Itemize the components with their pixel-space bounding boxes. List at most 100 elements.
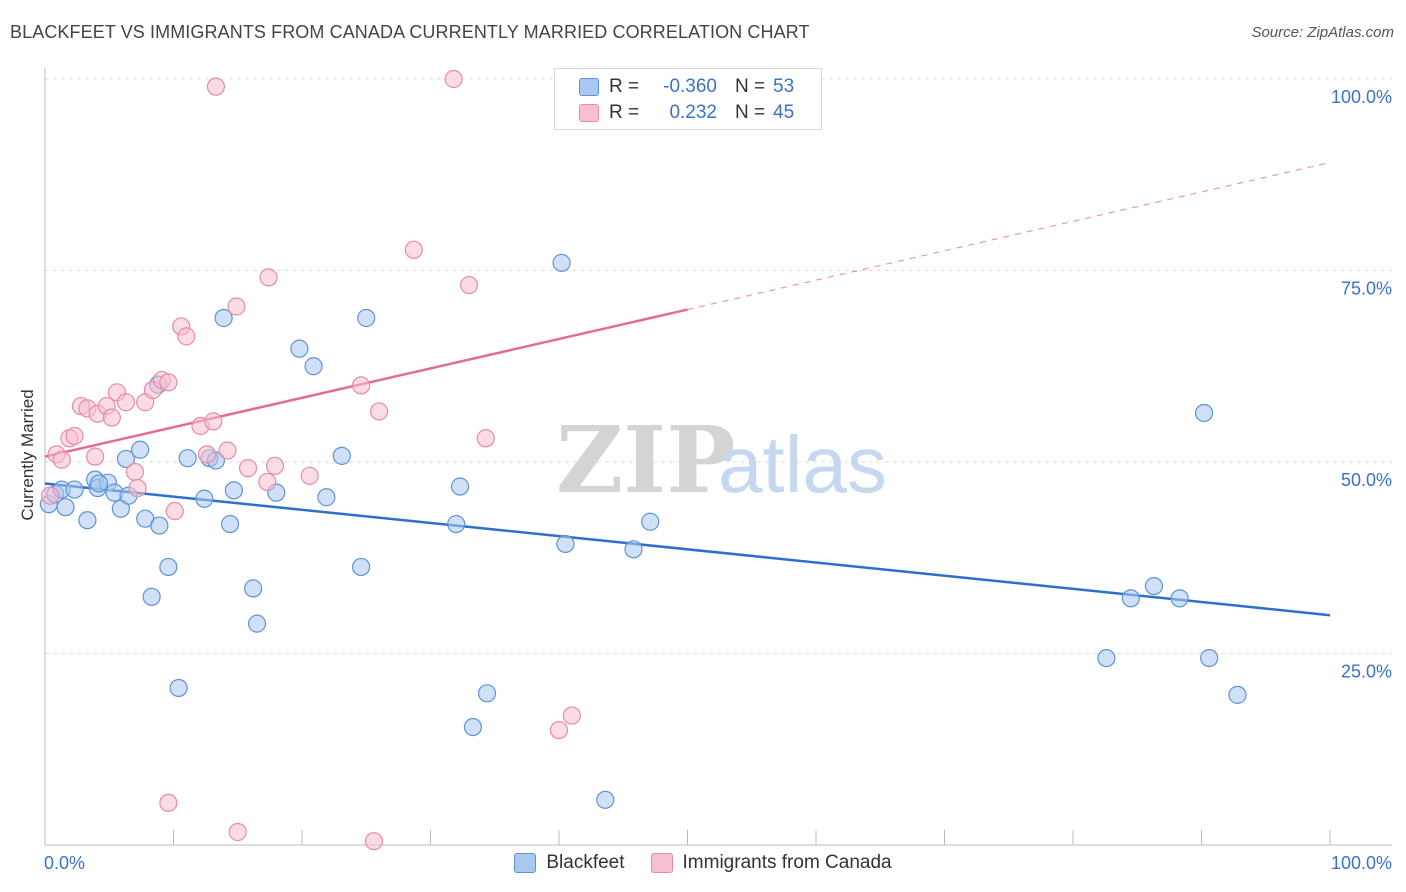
y-tick-label: 100.0% <box>1331 87 1392 107</box>
point-blackfeet <box>477 684 497 703</box>
r-label: R = <box>609 102 640 123</box>
point-blackfeet <box>1170 589 1189 608</box>
point-blackfeet <box>463 717 483 737</box>
blackfeet-swatch <box>579 78 599 96</box>
r-value: 0.232 <box>669 102 717 123</box>
series-legend: Blackfeet Immigrants from Canada <box>0 852 1406 874</box>
point-blackfeet <box>56 498 75 517</box>
tick-labels: 100.0% 75.0% 50.0% 25.0% 0.0% 100.0% <box>44 87 1392 873</box>
n-value: 45 <box>773 102 795 123</box>
n-label: N = <box>735 102 766 123</box>
r-value: -0.360 <box>663 76 717 97</box>
legend-label: Immigrants from Canada <box>682 852 892 873</box>
legend-item-blackfeet[interactable]: Blackfeet <box>514 852 625 874</box>
chart-title: BLACKFEET VS IMMIGRANTS FROM CANADA CURR… <box>10 22 810 42</box>
point-canada <box>562 706 581 725</box>
y-axis-label: Currently Married <box>18 389 37 521</box>
point-blackfeet <box>142 587 161 606</box>
point-canada <box>549 720 569 740</box>
point-canada <box>128 478 147 498</box>
point-canada <box>459 275 479 295</box>
point-blackfeet <box>130 440 150 459</box>
point-blackfeet <box>332 446 351 465</box>
n-label: N = <box>735 76 766 97</box>
watermark-zip: ZIP <box>556 406 735 514</box>
point-canada <box>444 69 463 89</box>
point-blackfeet <box>169 678 188 698</box>
canada-swatch <box>579 104 599 122</box>
data-points <box>39 69 1247 851</box>
point-blackfeet <box>220 514 240 534</box>
y-tick-label: 25.0% <box>1341 662 1392 682</box>
point-blackfeet <box>352 557 371 577</box>
point-blackfeet <box>159 557 178 577</box>
watermark: ZIP atlas <box>556 406 887 514</box>
point-canada <box>265 456 285 475</box>
point-canada <box>197 445 217 464</box>
point-blackfeet <box>317 488 336 507</box>
point-canada <box>125 462 145 482</box>
r-label: R = <box>609 76 640 97</box>
point-blackfeet <box>1144 576 1164 596</box>
point-canada <box>259 268 278 287</box>
y-tick-label: 75.0% <box>1341 279 1392 299</box>
x-tick-label: 0.0% <box>44 853 85 873</box>
point-canada <box>218 441 237 460</box>
point-canada <box>476 429 495 448</box>
point-blackfeet <box>290 339 309 358</box>
y-tick-label: 50.0% <box>1341 470 1392 490</box>
point-blackfeet <box>556 534 575 554</box>
legend-row-blackfeet: R = -0.360 N = 53 <box>579 75 794 99</box>
point-blackfeet <box>224 481 243 500</box>
point-canada <box>204 412 223 431</box>
point-blackfeet <box>65 480 84 499</box>
point-blackfeet <box>89 474 109 493</box>
point-canada <box>159 373 178 392</box>
point-canada <box>52 450 71 469</box>
x-tick-label: 100.0% <box>1331 853 1392 873</box>
point-canada <box>41 486 60 505</box>
point-blackfeet <box>357 308 376 328</box>
point-blackfeet <box>150 516 169 535</box>
point-blackfeet <box>247 614 267 633</box>
point-blackfeet <box>641 512 660 531</box>
point-blackfeet <box>304 357 323 376</box>
point-blackfeet <box>116 449 136 469</box>
watermark-atlas: atlas <box>718 420 887 509</box>
point-blackfeet <box>1228 685 1247 704</box>
point-blackfeet <box>552 253 571 272</box>
point-blackfeet <box>244 579 263 598</box>
point-blackfeet <box>624 540 643 559</box>
point-canada <box>258 472 277 492</box>
point-canada <box>86 447 105 466</box>
point-canada <box>238 459 258 478</box>
trend-lines <box>44 161 1331 617</box>
point-blackfeet <box>178 449 197 468</box>
legend-row-canada: R = 0.232 N = 45 <box>579 101 794 125</box>
point-blackfeet <box>596 790 615 809</box>
point-canada <box>370 402 389 421</box>
point-canada <box>177 327 196 346</box>
canada-swatch <box>650 853 673 873</box>
chart-source: Source: ZipAtlas.com <box>1251 24 1394 41</box>
point-canada <box>300 466 319 485</box>
point-canada <box>65 426 84 446</box>
legend-label: Blackfeet <box>546 852 625 873</box>
point-blackfeet <box>1194 403 1214 423</box>
point-canada <box>352 376 371 395</box>
point-canada <box>159 793 178 812</box>
point-blackfeet <box>450 477 470 496</box>
n-value: 53 <box>773 76 795 97</box>
point-blackfeet <box>1200 648 1219 668</box>
point-blackfeet <box>447 514 466 534</box>
point-blackfeet <box>78 511 97 530</box>
point-canada <box>228 822 247 842</box>
point-blackfeet <box>214 308 233 328</box>
point-canada <box>404 240 423 259</box>
point-blackfeet <box>195 489 214 508</box>
blackfeet-swatch <box>514 853 537 873</box>
point-blackfeet <box>1097 648 1116 668</box>
legend-item-canada[interactable]: Immigrants from Canada <box>650 852 892 874</box>
point-canada <box>206 77 226 96</box>
